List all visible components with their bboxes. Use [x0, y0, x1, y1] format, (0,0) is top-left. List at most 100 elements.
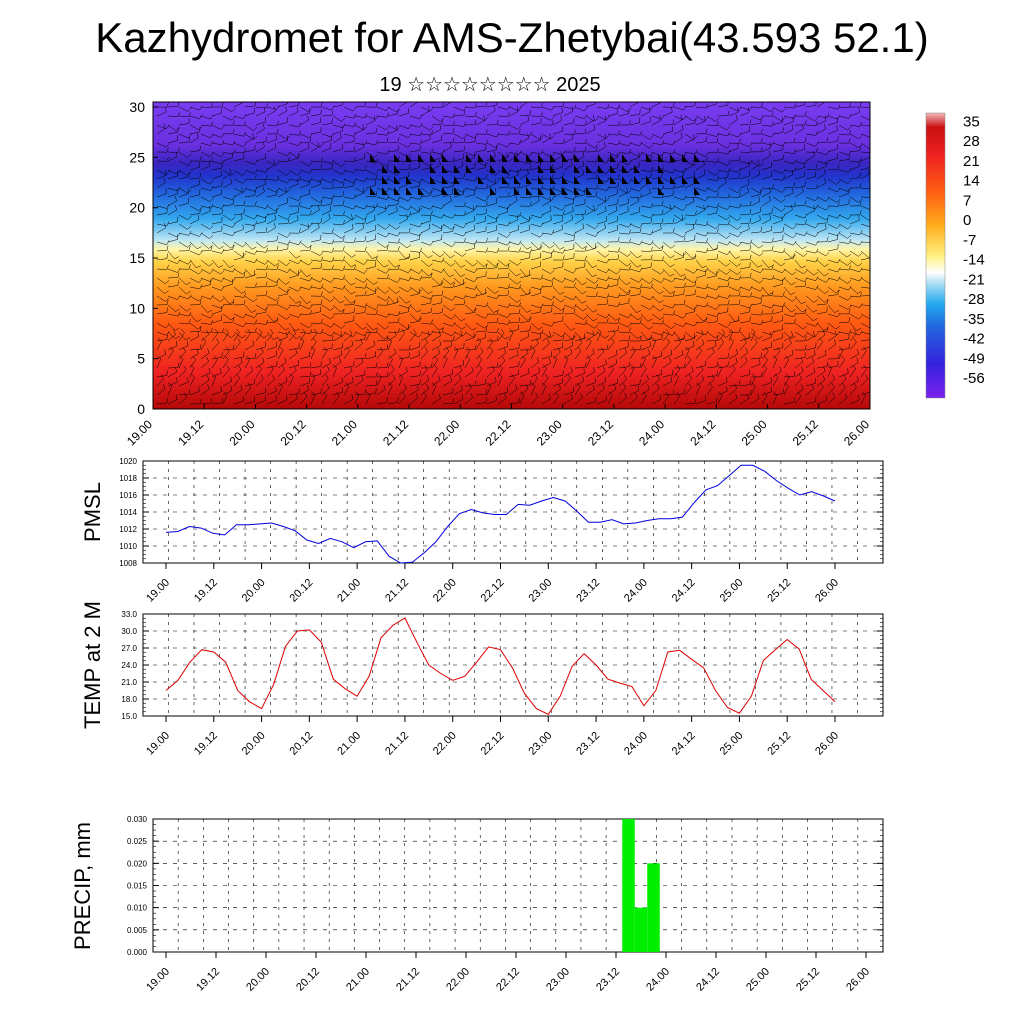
wind-barb [695, 209, 705, 216]
wind-barb-feather [507, 204, 511, 209]
wind-barb [442, 200, 452, 207]
wind-barb [497, 106, 508, 110]
wind-barb [651, 249, 662, 252]
wind-barb [717, 124, 727, 131]
wind-barb-feather [727, 250, 731, 255]
wind-barb [849, 142, 859, 148]
x-tick-label: 21.00 [335, 577, 363, 605]
wind-barb [629, 157, 640, 162]
wind-barb-feather [374, 170, 379, 175]
wind-barb [409, 124, 420, 128]
wind-barb-feather [814, 117, 819, 122]
wind-barb-feather [539, 135, 544, 140]
wind-barb [200, 259, 210, 267]
x-tick-label: 21.12 [383, 730, 411, 758]
wind-barb-feather [485, 184, 488, 189]
wind-barb [211, 241, 220, 250]
wind-barb-feather [848, 187, 852, 192]
wind-barb-feather [649, 144, 654, 149]
wind-barb-feather [528, 152, 533, 157]
wind-barb-feather [804, 200, 807, 206]
wind-barb-feather [496, 119, 499, 125]
wind-barb-feather [715, 117, 720, 122]
wind-barb [420, 151, 431, 154]
wind-barb [200, 232, 210, 239]
wind-barb [167, 259, 178, 264]
colorbar-label: -7 [963, 232, 976, 249]
wind-barb [827, 232, 838, 236]
wind-barb [200, 210, 211, 216]
x-tick-label: 25.00 [718, 577, 746, 605]
wind-barb [420, 106, 431, 112]
wind-barb-feather [716, 176, 720, 181]
wind-barb [563, 211, 574, 216]
wind-barb [816, 141, 827, 144]
wind-barb [574, 213, 585, 216]
wind-barb [233, 151, 244, 154]
wind-barb [233, 257, 244, 261]
wind-barb-feather [483, 115, 486, 121]
wind-barb [387, 241, 398, 244]
wind-barb-feather [307, 223, 310, 229]
wind-barb [761, 106, 771, 112]
wind-barb [849, 112, 860, 117]
wind-barb [827, 239, 838, 243]
wind-barb-feather [276, 245, 279, 251]
wind-barb-feather [276, 105, 280, 110]
wind-barb-feather [650, 203, 654, 208]
wind-barb-feather [363, 126, 368, 131]
wind-barb-feather [551, 174, 554, 180]
wind-barb-feather [716, 228, 719, 234]
wind-barb-feather [331, 178, 335, 184]
wind-barb [794, 167, 805, 171]
precip-axis-label: PRECIP, mm [70, 822, 95, 950]
wind-barb-feather [837, 214, 841, 219]
wind-barb-feather [550, 116, 555, 121]
wind-barb-feather [582, 169, 585, 175]
wind-barb-feather [218, 265, 224, 268]
wind-barb [299, 205, 310, 210]
wind-barb [563, 218, 573, 225]
wind-barb-feather [617, 174, 620, 180]
wind-barb-feather [582, 245, 587, 249]
wind-barb-feather [309, 245, 312, 251]
wind-barb-feather [462, 252, 467, 257]
wind-barb [332, 195, 343, 198]
wind-barb [310, 142, 321, 148]
wind-barb [420, 124, 430, 131]
wind-barb-feather [584, 146, 587, 152]
wind-barb-feather [516, 151, 518, 157]
wind-barb-feather [518, 106, 522, 112]
wind-barb [431, 151, 442, 155]
wind-barb-feather [265, 204, 269, 209]
wind-barb-feather [273, 222, 276, 228]
wind-barb [343, 178, 354, 184]
wind-barb-feather [705, 205, 709, 210]
wind-barb-feather [419, 231, 423, 236]
wind-barb [585, 241, 594, 250]
wind-barb [541, 232, 552, 235]
wind-barb [739, 213, 750, 216]
wind-barb-feather [871, 301, 873, 306]
wind-barb [310, 114, 321, 117]
wind-barb-feather [353, 204, 357, 210]
wind-barb-feather [604, 133, 607, 139]
wind-barb-feather [793, 137, 796, 143]
wind-barb [453, 259, 461, 268]
wind-barb-feather [164, 223, 166, 229]
wind-barb [222, 151, 233, 155]
wind-barb [288, 151, 298, 158]
wind-barb [849, 196, 859, 203]
wind-barb-feather [353, 168, 357, 174]
wind-barb [431, 178, 442, 184]
wind-barb [332, 223, 343, 226]
wind-barb-feather [251, 246, 257, 250]
wind-barb [244, 223, 255, 226]
wind-barb [288, 211, 299, 216]
wind-barb [519, 151, 530, 157]
wind-barb-feather [320, 177, 324, 183]
wind-barb-feather [353, 136, 355, 142]
wind-barb [233, 250, 243, 257]
wind-barb [288, 142, 299, 146]
